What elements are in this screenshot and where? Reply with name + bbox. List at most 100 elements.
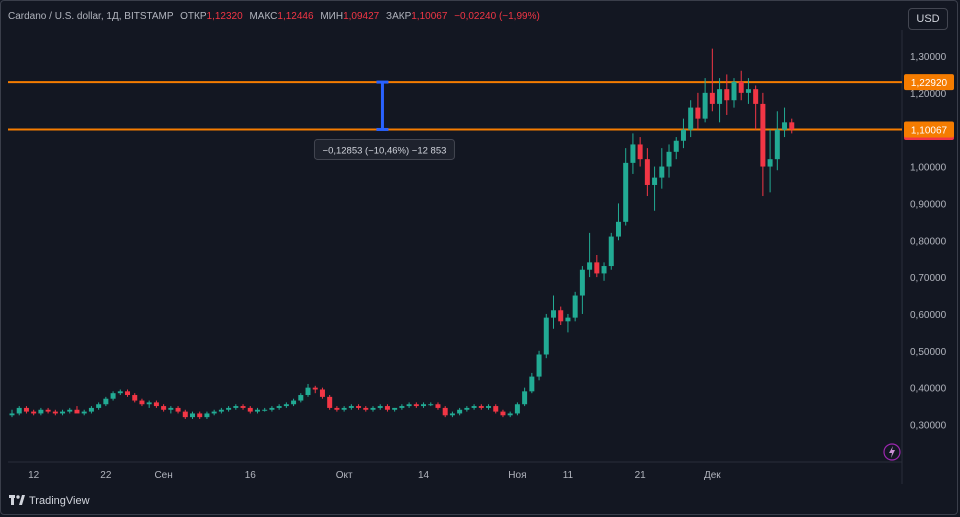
candle-body	[161, 406, 167, 410]
candle-body	[551, 310, 556, 318]
candle-body	[262, 409, 268, 411]
candle-body	[637, 144, 643, 160]
candle-body	[486, 406, 492, 408]
open-label: ОТКР	[180, 11, 207, 22]
candle-body	[132, 395, 138, 401]
candle-body	[67, 409, 73, 412]
currency-button[interactable]: USD	[908, 8, 948, 30]
candle-body	[218, 409, 224, 412]
candle-body	[204, 413, 210, 418]
candle-body	[428, 404, 434, 406]
time-tick-label: 22	[100, 470, 112, 481]
candle-body	[254, 409, 260, 412]
candle-body	[666, 151, 672, 167]
candle-body	[760, 103, 766, 167]
price-tick-label: 1,00000	[910, 163, 947, 174]
candle-body	[341, 407, 347, 410]
candle-body	[579, 269, 585, 296]
low-value: 1,09427	[343, 11, 380, 22]
candle-body	[9, 413, 15, 416]
close-value: 1,10067	[411, 11, 448, 22]
candle-body	[23, 407, 29, 412]
level-price-tag-bg	[904, 74, 954, 91]
candle-body	[247, 407, 253, 412]
candle-body	[81, 411, 87, 414]
low-label: МИН	[320, 11, 344, 22]
lightning-glyph	[889, 446, 895, 458]
candle-body	[514, 404, 520, 414]
price-tick-label: 1,20000	[910, 89, 947, 100]
candle-body	[529, 376, 535, 392]
candle-body	[507, 413, 513, 416]
candle-body	[493, 406, 499, 412]
candle-body	[587, 262, 593, 270]
candle-body	[688, 107, 694, 130]
price-tick-label: 1,30000	[910, 52, 947, 63]
time-tick-label: 16	[245, 470, 257, 481]
candle-body	[601, 266, 607, 274]
candle-body	[356, 406, 362, 408]
candle-body	[190, 413, 195, 418]
candle-body	[630, 144, 636, 163]
candle-body	[435, 404, 441, 408]
change-value: −0,02240 (−1,99%)	[454, 11, 540, 22]
price-tick-label: 0,70000	[910, 273, 947, 284]
candle-body	[565, 317, 571, 322]
candle-body	[767, 159, 773, 167]
candle-body	[327, 396, 333, 408]
candle-body	[348, 406, 354, 408]
candle-body	[96, 404, 102, 408]
price-tick-label: 0,60000	[910, 310, 947, 321]
candle-body	[753, 89, 759, 104]
candle-body	[789, 122, 795, 130]
candle-body	[370, 407, 376, 410]
candle-body	[334, 407, 340, 410]
candle-body	[500, 411, 506, 416]
candle-body	[738, 81, 744, 93]
candle-body	[153, 402, 159, 407]
time-tick-label: 14	[418, 470, 430, 481]
candle-body	[558, 310, 564, 322]
candle-body	[782, 122, 788, 130]
time-tick-label: 11	[563, 470, 574, 481]
candle-body	[399, 406, 405, 408]
candle-body	[139, 400, 145, 405]
candle-body	[413, 404, 419, 407]
time-tick-label: Дек	[704, 470, 721, 481]
candle-body	[623, 162, 629, 222]
candle-body	[680, 129, 686, 141]
candle-body	[457, 409, 463, 414]
tradingview-logo[interactable]: TradingView	[9, 493, 90, 508]
time-tick-label: Сен	[154, 470, 172, 481]
candle-body	[319, 389, 325, 397]
candle-body	[659, 166, 665, 178]
candle-body	[406, 404, 412, 407]
candle-body	[522, 391, 528, 405]
candle-body	[363, 407, 369, 410]
candle-body	[125, 391, 131, 396]
candle-body	[731, 81, 737, 101]
candle-body	[774, 129, 780, 160]
candle-body	[724, 89, 730, 101]
candle-body	[305, 387, 311, 396]
candle-body	[52, 411, 58, 414]
lightning-icon[interactable]	[883, 443, 901, 461]
candle-body	[276, 406, 282, 408]
candle-body	[226, 407, 232, 410]
time-tick-label: Окт	[336, 470, 353, 481]
candle-body	[103, 398, 109, 405]
candle-body	[168, 407, 174, 410]
price-tick-label: 0,30000	[910, 421, 947, 432]
open-value: 1,12320	[206, 11, 243, 22]
candle-body	[38, 409, 44, 414]
candle-body	[745, 89, 751, 93]
candle-body	[644, 159, 650, 185]
price-tick-label: 0,90000	[910, 199, 947, 210]
candle-body	[16, 407, 22, 414]
candle-body	[312, 387, 318, 390]
candle-body	[709, 92, 715, 104]
candle-body	[478, 406, 484, 408]
time-tick-label: 21	[635, 470, 647, 481]
chart-legend: Cardano / U.S. dollar, 1Д, BITSTAMP ОТКР…	[8, 11, 540, 22]
